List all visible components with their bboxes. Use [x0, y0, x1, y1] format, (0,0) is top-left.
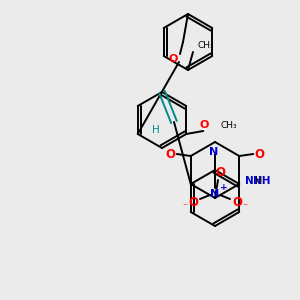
- Text: N: N: [209, 147, 219, 157]
- Text: H: H: [152, 125, 160, 135]
- Text: H: H: [255, 176, 262, 186]
- Text: CH₃: CH₃: [220, 121, 237, 130]
- Text: N: N: [245, 176, 254, 186]
- Text: +: +: [220, 184, 228, 193]
- Text: O: O: [232, 196, 242, 208]
- Text: O: O: [215, 166, 225, 178]
- Text: NH: NH: [253, 176, 271, 186]
- Text: O: O: [200, 120, 209, 130]
- Text: O: O: [254, 148, 264, 160]
- Text: ⁻: ⁻: [242, 202, 247, 212]
- Text: O: O: [188, 196, 198, 208]
- Text: N: N: [210, 189, 220, 199]
- Text: O: O: [166, 148, 176, 160]
- Text: CH₃: CH₃: [198, 41, 214, 50]
- Text: ⁻: ⁻: [182, 202, 188, 212]
- Text: O: O: [168, 54, 178, 64]
